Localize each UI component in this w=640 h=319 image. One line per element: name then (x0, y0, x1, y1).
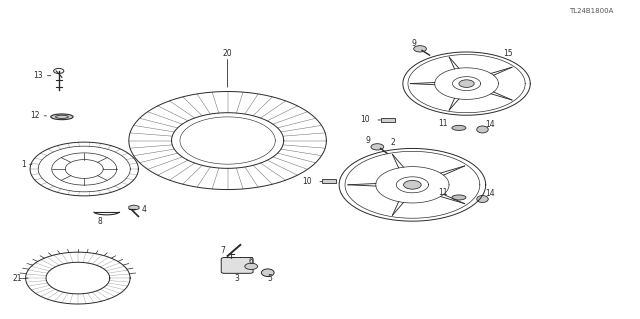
Circle shape (413, 46, 426, 52)
Text: 10: 10 (302, 177, 312, 186)
Text: 11: 11 (438, 119, 447, 128)
Polygon shape (129, 205, 139, 210)
Text: 4: 4 (141, 205, 147, 214)
Text: 20: 20 (223, 49, 232, 58)
Text: 11: 11 (438, 188, 447, 197)
Circle shape (404, 181, 421, 189)
Ellipse shape (477, 126, 488, 133)
Text: 3: 3 (235, 274, 239, 283)
Text: 9: 9 (412, 39, 417, 48)
Ellipse shape (452, 125, 466, 130)
Ellipse shape (51, 114, 73, 120)
Text: 1: 1 (21, 160, 26, 169)
Circle shape (245, 263, 257, 270)
Text: 5: 5 (268, 274, 273, 283)
Text: 12: 12 (30, 111, 40, 120)
Text: 15: 15 (503, 49, 513, 58)
Ellipse shape (452, 195, 466, 200)
FancyBboxPatch shape (221, 257, 253, 273)
Text: 6: 6 (249, 257, 253, 266)
Text: 13: 13 (33, 71, 43, 80)
Text: TL24B1800A: TL24B1800A (569, 8, 613, 14)
Text: 9: 9 (365, 136, 370, 145)
Ellipse shape (261, 269, 274, 277)
Text: 2: 2 (391, 137, 396, 147)
Text: 7: 7 (221, 246, 226, 255)
Bar (381, 118, 394, 122)
Ellipse shape (477, 196, 488, 203)
Bar (322, 179, 336, 183)
Text: 8: 8 (98, 217, 102, 226)
Text: 10: 10 (360, 115, 370, 124)
Text: 14: 14 (486, 189, 495, 198)
Circle shape (371, 144, 384, 150)
Circle shape (459, 80, 474, 87)
Text: 21: 21 (12, 274, 22, 283)
Text: 14: 14 (486, 120, 495, 129)
